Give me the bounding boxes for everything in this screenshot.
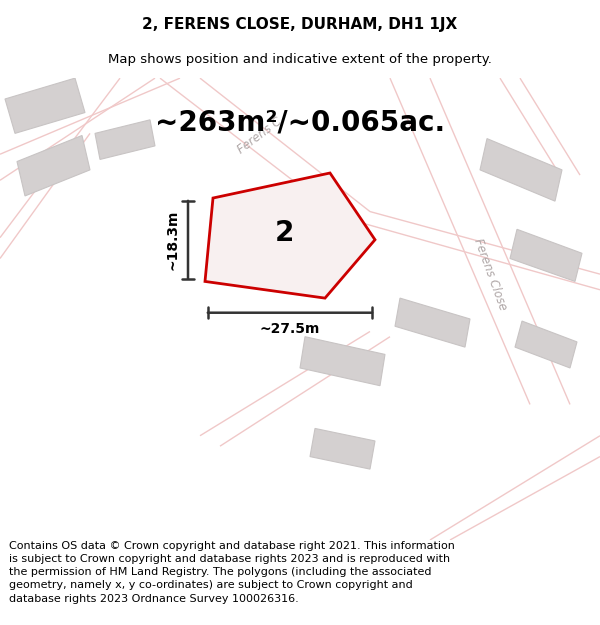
Text: Map shows position and indicative extent of the property.: Map shows position and indicative extent… — [108, 53, 492, 66]
Text: 2, FERENS CLOSE, DURHAM, DH1 1JX: 2, FERENS CLOSE, DURHAM, DH1 1JX — [142, 17, 458, 32]
Text: ~27.5m: ~27.5m — [260, 322, 320, 336]
Text: Ferens C: Ferens C — [235, 115, 284, 156]
Polygon shape — [310, 429, 375, 469]
Polygon shape — [95, 120, 155, 159]
Polygon shape — [515, 321, 577, 368]
Polygon shape — [5, 78, 85, 133]
Polygon shape — [480, 139, 562, 201]
Text: 2: 2 — [275, 219, 294, 247]
Text: Ferens Close: Ferens Close — [471, 236, 509, 312]
Polygon shape — [205, 173, 375, 298]
Text: ~263m²/~0.065ac.: ~263m²/~0.065ac. — [155, 109, 445, 137]
Polygon shape — [510, 229, 582, 281]
Text: Contains OS data © Crown copyright and database right 2021. This information
is : Contains OS data © Crown copyright and d… — [9, 541, 455, 604]
Polygon shape — [395, 298, 470, 347]
Polygon shape — [17, 136, 90, 196]
Polygon shape — [300, 337, 385, 386]
Text: ~18.3m: ~18.3m — [165, 209, 179, 270]
